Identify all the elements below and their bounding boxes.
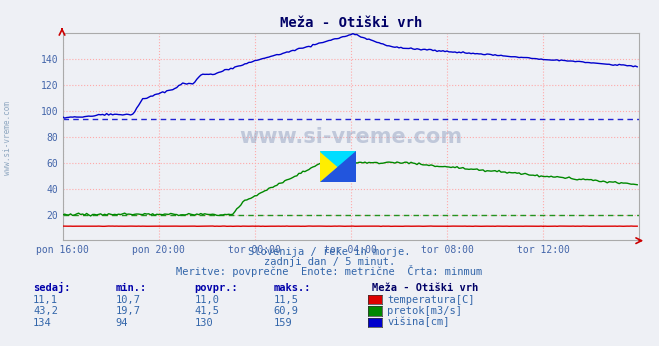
Text: Meritve: povprečne  Enote: metrične  Črta: minmum: Meritve: povprečne Enote: metrične Črta:… — [177, 265, 482, 277]
Text: 60,9: 60,9 — [273, 306, 299, 316]
Text: 41,5: 41,5 — [194, 306, 219, 316]
Text: www.si-vreme.com: www.si-vreme.com — [239, 127, 463, 147]
Text: 130: 130 — [194, 318, 213, 328]
Text: višina[cm]: višina[cm] — [387, 317, 450, 328]
Title: Meža - Otiški vrh: Meža - Otiški vrh — [279, 16, 422, 30]
Text: sedaj:: sedaj: — [33, 282, 71, 293]
Text: povpr.:: povpr.: — [194, 283, 238, 293]
Text: maks.:: maks.: — [273, 283, 311, 293]
Text: 10,7: 10,7 — [115, 295, 140, 305]
Text: 11,0: 11,0 — [194, 295, 219, 305]
Text: 94: 94 — [115, 318, 128, 328]
Polygon shape — [320, 151, 356, 182]
Text: min.:: min.: — [115, 283, 146, 293]
Text: Slovenija / reke in morje.: Slovenija / reke in morje. — [248, 247, 411, 257]
Text: www.si-vreme.com: www.si-vreme.com — [3, 101, 13, 175]
Text: pretok[m3/s]: pretok[m3/s] — [387, 306, 463, 316]
Text: 11,1: 11,1 — [33, 295, 58, 305]
Text: temperatura[C]: temperatura[C] — [387, 295, 475, 305]
Text: zadnji dan / 5 minut.: zadnji dan / 5 minut. — [264, 257, 395, 267]
Text: 19,7: 19,7 — [115, 306, 140, 316]
Polygon shape — [320, 151, 356, 182]
Polygon shape — [320, 151, 356, 182]
Text: 134: 134 — [33, 318, 51, 328]
Text: 43,2: 43,2 — [33, 306, 58, 316]
Text: Meža - Otiški vrh: Meža - Otiški vrh — [372, 283, 478, 293]
Text: 11,5: 11,5 — [273, 295, 299, 305]
Text: 159: 159 — [273, 318, 292, 328]
